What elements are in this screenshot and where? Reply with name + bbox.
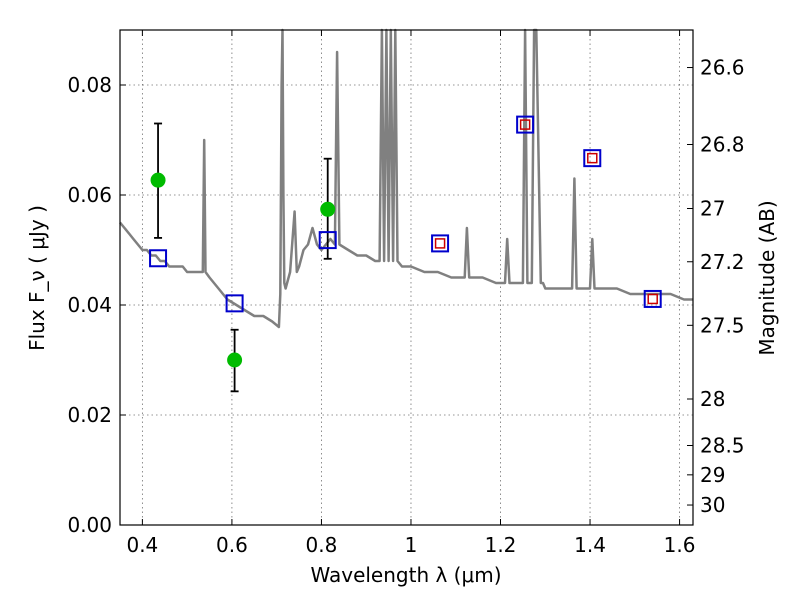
x-tick-label: 0.4 bbox=[126, 533, 158, 557]
x-axis-ticks: 0.4 0.6 0.8 1 1.2 1.4 1.6 bbox=[126, 30, 695, 557]
magnitude-tick-label: 28 bbox=[700, 387, 725, 411]
magnitude-tick-label: 27.2 bbox=[700, 250, 745, 274]
magnitude-tick-label: 26.6 bbox=[700, 56, 745, 80]
model-photometry-inner-square bbox=[434, 238, 446, 249]
x-tick-label: 1.4 bbox=[574, 533, 606, 557]
x-tick-label: 0.6 bbox=[216, 533, 248, 557]
y-tick-label: 0.06 bbox=[67, 183, 112, 207]
y-axis-ticks: 0.00 0.02 0.04 0.06 0.08 bbox=[67, 73, 126, 537]
y-tick-label: 0.04 bbox=[67, 293, 112, 317]
model-photometry-inner-square bbox=[519, 119, 531, 130]
y-tick-label: 0.08 bbox=[67, 73, 112, 97]
x-tick-label: 0.8 bbox=[306, 533, 338, 557]
x-tick-label: 1 bbox=[405, 533, 418, 557]
model-photometry-inner-square bbox=[587, 152, 598, 164]
photometry-points bbox=[149, 115, 662, 393]
model-photometry-square bbox=[516, 115, 535, 134]
plot-frame bbox=[119, 29, 694, 526]
grid-lines bbox=[120, 30, 693, 526]
spectrum-layer bbox=[119, 28, 693, 329]
observed-photometry-point bbox=[320, 201, 336, 217]
magnitude-tick-label: 26.8 bbox=[700, 132, 745, 156]
magnitude-tick-label: 27 bbox=[700, 197, 725, 221]
x-axis-title: Wavelength λ (μm) bbox=[310, 563, 501, 587]
model-photometry-square bbox=[318, 231, 337, 250]
magnitude-tick-label: 28.5 bbox=[700, 434, 745, 458]
y-tick-label: 0.00 bbox=[67, 513, 112, 537]
x-tick-label: 1.6 bbox=[664, 533, 696, 557]
x-tick-label: 1.2 bbox=[485, 533, 517, 557]
magnitude-axis-ticks: 26.6 26.8 27 27.2 27.5 28 28.5 29 30 bbox=[687, 56, 745, 517]
magnitude-axis-title: Magnitude (AB) bbox=[755, 200, 779, 355]
model-photometry-square bbox=[643, 289, 662, 308]
observed-photometry-point bbox=[150, 172, 166, 188]
y-axis-title: Flux F_ν ( μJy ) bbox=[25, 205, 49, 351]
model-photometry-square bbox=[583, 149, 602, 168]
observed-photometry-point bbox=[227, 352, 243, 368]
model-photometry-inner-square bbox=[647, 293, 658, 305]
model-photometry-square bbox=[225, 294, 244, 313]
magnitude-tick-label: 29 bbox=[700, 463, 725, 487]
model-photometry-square bbox=[431, 234, 450, 253]
model-photometry-square bbox=[149, 249, 168, 268]
y-tick-label: 0.02 bbox=[67, 403, 112, 427]
magnitude-tick-label: 27.5 bbox=[700, 313, 745, 337]
magnitude-tick-label: 30 bbox=[700, 493, 725, 517]
model-spectrum-line bbox=[119, 28, 693, 329]
